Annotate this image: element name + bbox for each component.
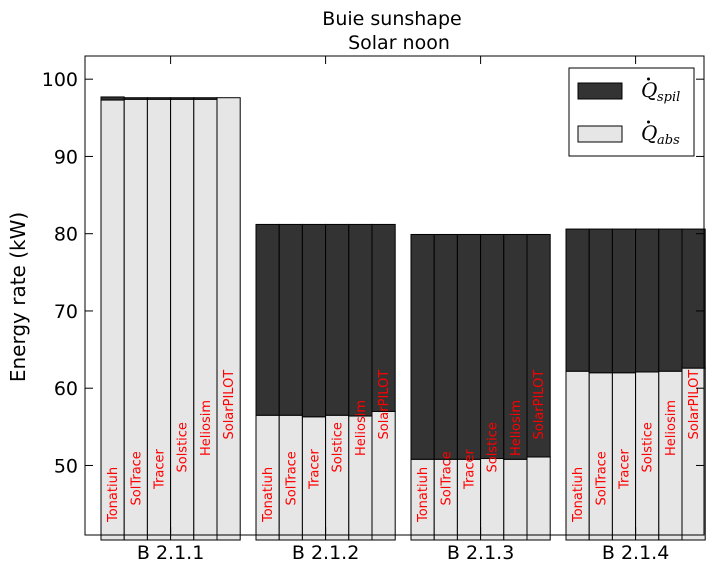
bar-spil-1-5 (371, 223, 396, 412)
legend-subscript-abs: abs (657, 133, 680, 148)
bar-spil-1-0 (255, 223, 280, 416)
bar-spil-1-1 (278, 223, 303, 416)
y-ticks: 50 60 70 80 90 100 (42, 69, 704, 477)
tool-label: SolTrace (594, 451, 609, 505)
bars-layer: Tonatiuh SolTrace Tracer Solstice Heliosim So… (100, 96, 706, 541)
x-tick-label: B 2.1.4 (602, 542, 669, 564)
x-tick-label: B 2.1.3 (447, 542, 514, 564)
tool-label: Solstice (486, 422, 501, 472)
legend-swatch-abs (577, 125, 623, 143)
y-tick-label: 90 (54, 146, 78, 168)
tool-label: Heliosim (664, 400, 679, 456)
bar-spil-2-2 (456, 233, 482, 460)
bar-spil-1-4 (348, 223, 373, 417)
bar-spil-0-4 (193, 97, 218, 100)
bar-abs-0-5 (216, 97, 241, 541)
bar-abs-2-4 (503, 458, 528, 541)
bar-spil-2-0 (410, 233, 435, 460)
bar-spil-3-3 (635, 228, 660, 373)
y-tick-label: 60 (54, 378, 78, 400)
tool-label: Tonatiuh (106, 467, 121, 523)
tool-label: Heliosim (354, 400, 369, 456)
bar-abs-2-5 (526, 456, 551, 541)
legend-dot (647, 120, 650, 124)
bar-abs-0-4 (193, 98, 218, 541)
tool-label: Heliosim (509, 400, 524, 456)
bar-spil-1-3 (325, 223, 350, 416)
bar-spil-3-5 (681, 228, 706, 369)
x-tick-label: B 2.1.2 (292, 542, 359, 564)
tool-label: Heliosim (199, 400, 214, 456)
tool-label: Solstice (176, 422, 191, 472)
bar-spil-0-3 (170, 97, 195, 100)
legend-subscript-spil: spil (657, 90, 680, 105)
chart-subtitle: Solar noon (348, 32, 450, 54)
bar-spil-0-2 (146, 97, 172, 100)
tool-label: SolTrace (439, 451, 454, 505)
y-tick-label: 50 (54, 455, 78, 477)
x-tick-label: B 2.1.1 (137, 542, 204, 564)
legend-label-spil: Q (641, 78, 657, 102)
legend-label-abs: Q (641, 121, 657, 145)
tool-label: Solstice (331, 422, 346, 472)
tool-label: Tracer (308, 449, 323, 490)
tool-label: Tonatiuh (261, 467, 276, 523)
tool-label: SolarPILOT (377, 370, 392, 440)
tool-label: Tracer (153, 449, 168, 490)
tool-label: Tracer (618, 449, 633, 490)
y-axis-label: Energy rate (kW) (6, 212, 30, 382)
bar-spil-3-4 (658, 228, 683, 372)
tool-label: SolarPILOT (222, 370, 237, 440)
tool-label: SolarPILOT (532, 370, 547, 440)
bar-spil-3-1 (588, 228, 613, 374)
bar-spil-2-1 (433, 233, 458, 460)
tool-label: SolarPILOT (687, 370, 702, 440)
bar-spil-2-5 (526, 233, 551, 458)
tool-label: Tonatiuh (416, 467, 431, 523)
y-tick-label: 80 (54, 224, 78, 246)
x-ticks: B 2.1.1 B 2.1.2 B 2.1.3 B 2.1.4 (137, 56, 669, 564)
plot-frame (84, 55, 705, 536)
legend-dot (647, 77, 650, 81)
tool-label: SolTrace (129, 451, 144, 505)
bar-spil-1-2 (301, 223, 327, 418)
bar-spil-0-0 (100, 96, 125, 101)
bar-spil-3-0 (565, 228, 590, 372)
tool-label: Solstice (641, 422, 656, 472)
bar-spil-3-2 (611, 228, 637, 374)
legend-swatch-spil (577, 82, 623, 100)
y-tick-label: 100 (42, 69, 78, 91)
bar-abs-0-3 (170, 98, 195, 541)
chart-title: Buie sunshape (322, 8, 461, 30)
tool-label: Tracer (463, 449, 478, 490)
tool-label: SolTrace (284, 451, 299, 505)
y-tick-label: 70 (54, 301, 78, 323)
tool-label: Tonatiuh (571, 467, 586, 523)
bar-spil-0-1 (123, 97, 148, 100)
